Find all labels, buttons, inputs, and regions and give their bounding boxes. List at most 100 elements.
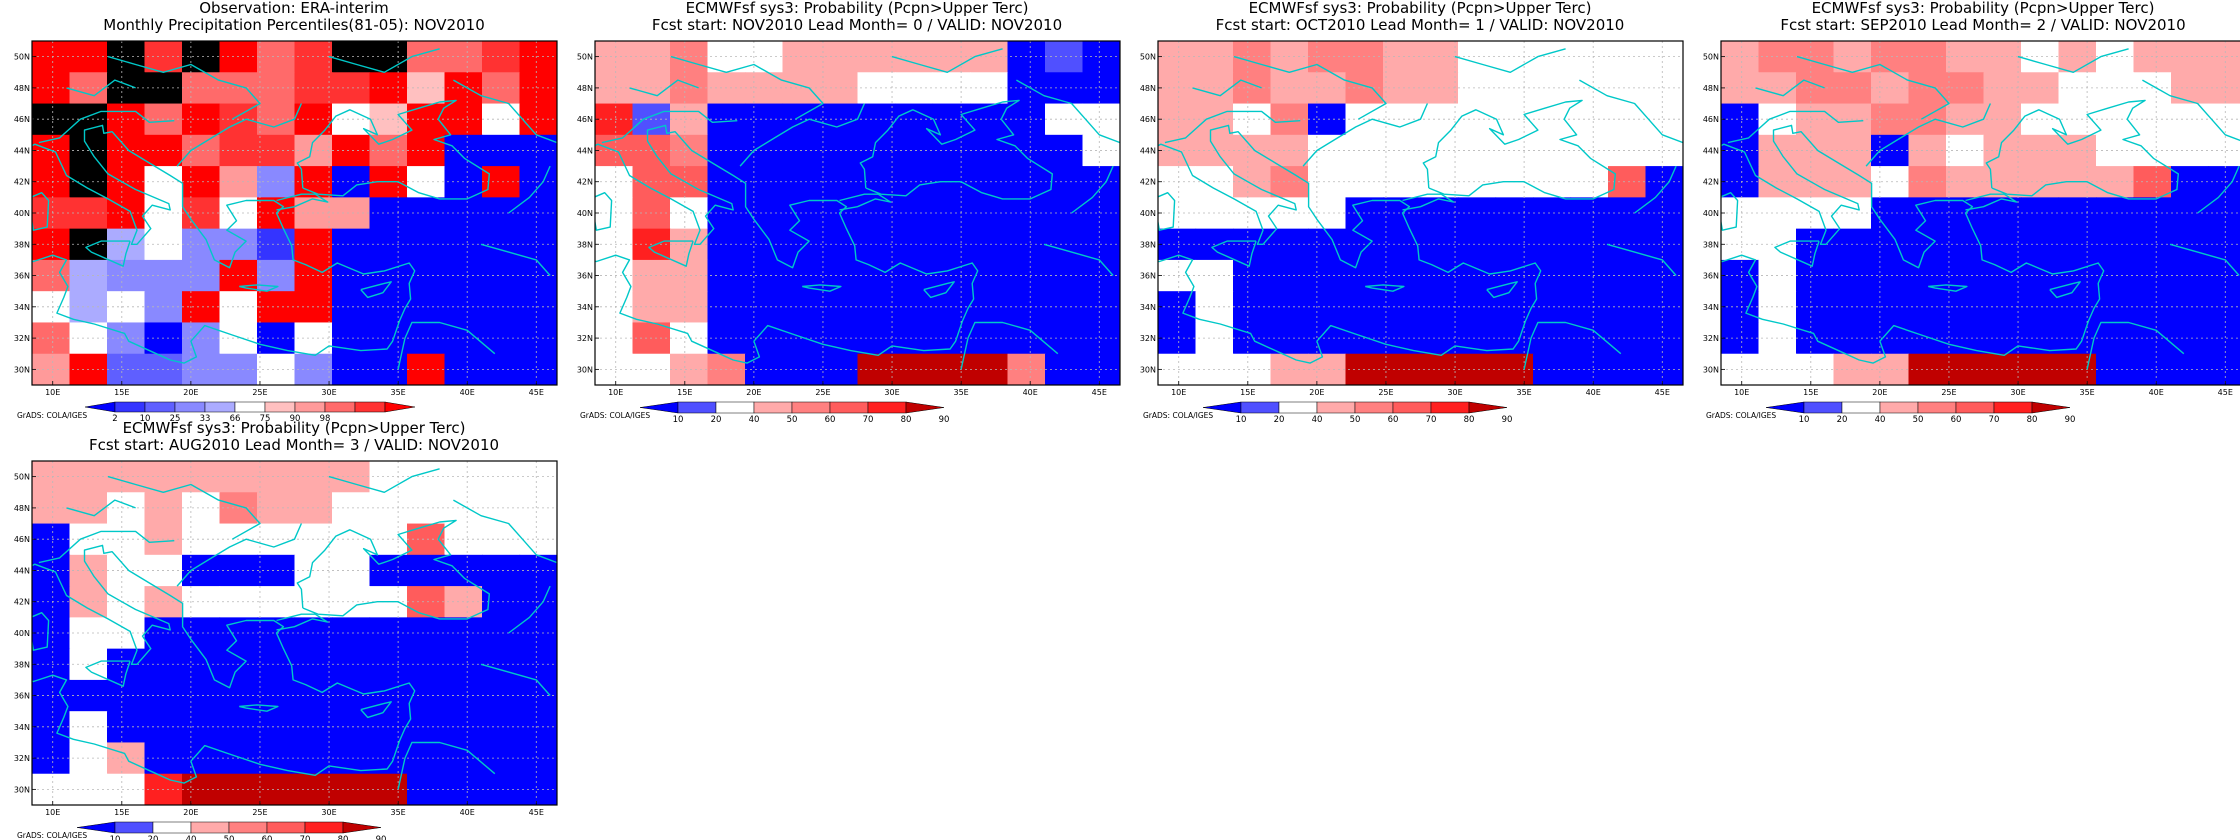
map-area — [32, 41, 557, 385]
colorbar-label: 10 — [110, 835, 121, 840]
lat-tick-label: 46N — [577, 115, 593, 124]
panel-lead-month-3: ECMWFsf sys3: Probability (Pcpn>Upper Te… — [14, 419, 558, 840]
grid-cell — [2208, 72, 2240, 105]
lat-tick-label: 32N — [1140, 334, 1156, 343]
colorbar-label: 75 — [260, 414, 271, 424]
coastline — [360, 701, 392, 719]
coastline — [276, 613, 329, 631]
lat-tick-label: 32N — [14, 334, 30, 343]
lon-tick-label: 35E — [1517, 388, 1532, 397]
colorbar-swatch — [905, 401, 945, 414]
colorbar-label: 20 — [1837, 415, 1848, 425]
coastline — [1365, 284, 1405, 292]
colorbar-swatch — [324, 401, 356, 413]
lon-tick-label: 45E — [529, 388, 544, 397]
lat-tick-label: 40N — [577, 209, 593, 218]
coastline — [1606, 243, 1677, 276]
map-area — [1158, 41, 1683, 385]
grid-cell — [2208, 291, 2240, 324]
coastline — [802, 284, 842, 292]
coastline — [1523, 321, 1622, 370]
lon-tick-label: 40E — [1586, 388, 1601, 397]
lat-tick-label: 50N — [577, 53, 593, 62]
lat-tick-label: 48N — [14, 84, 30, 93]
lat-tick-label: 32N — [1703, 334, 1719, 343]
lat-tick-label: 36N — [1140, 272, 1156, 281]
colorbar-swatch — [791, 401, 831, 414]
lon-tick-label: 10E — [45, 808, 60, 817]
coastline — [2049, 281, 2081, 299]
panel-lead-month-2: ECMWFsf sys3: Probability (Pcpn>Upper Te… — [1703, 0, 2240, 425]
colorbar-swatch — [1841, 401, 1881, 414]
lat-tick-label: 34N — [14, 303, 30, 312]
coastline — [176, 523, 303, 587]
lat-tick-label: 42N — [1703, 178, 1719, 187]
colorbar-swatch — [1392, 401, 1432, 414]
lon-tick-label: 45E — [1092, 388, 1107, 397]
coastline — [1634, 165, 1677, 214]
lat-tick-label: 50N — [1703, 53, 1719, 62]
lon-tick-label: 25E — [1941, 388, 1956, 397]
lat-tick-label: 44N — [14, 146, 30, 155]
lon-tick-label: 30E — [321, 388, 336, 397]
lon-tick-label: 25E — [815, 388, 830, 397]
coastline — [1211, 240, 1257, 267]
colorbar-label: 66 — [230, 414, 241, 424]
panel-title-line1: ECMWFsf sys3: Probability (Pcpn>Upper Te… — [1249, 0, 1592, 17]
coastline — [739, 103, 866, 167]
panel-title-line2: Fcst start: NOV2010 Lead Month= 0 / VALI… — [652, 16, 1062, 34]
lat-tick-label: 34N — [577, 303, 593, 312]
colorbar-label: 90 — [939, 415, 950, 425]
grid-cell — [2208, 134, 2240, 167]
coastline — [276, 193, 329, 211]
coastline — [397, 321, 496, 370]
colorbar-swatch — [204, 401, 236, 413]
colorbar-label: 10 — [140, 414, 151, 424]
grid-cell — [2208, 103, 2240, 136]
colorbar-label: 20 — [1274, 415, 1285, 425]
coastline — [960, 321, 1059, 370]
lat-tick-label: 40N — [1140, 209, 1156, 218]
lat-tick-label: 42N — [577, 178, 593, 187]
colorbar-swatch — [1468, 401, 1508, 414]
coastline — [1402, 193, 1455, 211]
panel-observation: Observation: ERA-interim Monthly Precipit… — [14, 0, 558, 424]
lat-tick-label: 44N — [577, 146, 593, 155]
coastline — [508, 165, 551, 214]
coastline — [85, 240, 131, 267]
coastline — [1721, 191, 1739, 231]
colorbar-label: 90 — [2065, 415, 2076, 425]
lat-tick-label: 46N — [14, 535, 30, 544]
coastline — [629, 79, 699, 97]
coastline — [1727, 110, 1864, 144]
lat-tick-label: 44N — [1140, 146, 1156, 155]
lat-tick-label: 36N — [577, 272, 593, 281]
colorbar-swatch — [114, 401, 146, 413]
coastline — [2142, 79, 2240, 142]
lat-tick-label: 34N — [1140, 303, 1156, 312]
lat-tick-label: 42N — [14, 178, 30, 187]
colorbar: 2 10 25 33 66 75 90 98 — [84, 401, 416, 424]
coastline — [176, 103, 303, 167]
colorbar-label: 98 — [320, 414, 331, 424]
coastline — [1796, 55, 1950, 120]
precip-map: ECMWFsf sys3: Probability (Pcpn>Upper Te… — [1703, 0, 2240, 425]
lat-tick-label: 36N — [1703, 272, 1719, 281]
coastline — [1192, 79, 1262, 97]
grid-cell — [2208, 166, 2240, 198]
colorbar-label: 10 — [1236, 415, 1247, 425]
lat-tick-label: 32N — [14, 754, 30, 763]
lon-tick-label: 40E — [460, 808, 475, 817]
lon-tick-label: 20E — [183, 808, 198, 817]
lon-tick-label: 30E — [1447, 388, 1462, 397]
lon-tick-label: 25E — [1378, 388, 1393, 397]
colorbar-label: 25 — [170, 414, 181, 424]
lat-tick-label: 42N — [14, 598, 30, 607]
colorbar-label: 60 — [1951, 415, 1962, 425]
colorbar-label: 90 — [290, 414, 301, 424]
colorbar-swatch — [190, 821, 230, 834]
colorbar-swatch — [1316, 401, 1356, 414]
lon-tick-label: 35E — [954, 388, 969, 397]
colorbar-label: 50 — [1913, 415, 1924, 425]
